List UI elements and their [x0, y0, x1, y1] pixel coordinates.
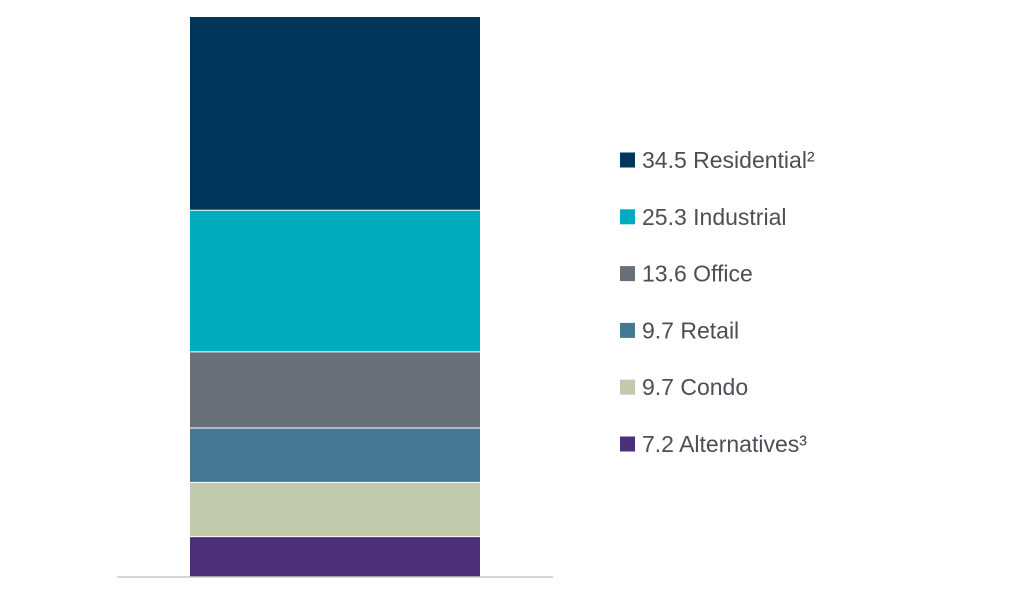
- legend-swatch-retail: [620, 322, 635, 338]
- legend-swatch-residential: [620, 152, 635, 168]
- legend-label-residential: 34.5 Residential²: [642, 147, 815, 173]
- bar-segment-retail: [190, 428, 480, 483]
- bar-segment-residential: [190, 17, 480, 211]
- legend-swatch-condo: [620, 379, 635, 395]
- stacked-bar: [190, 17, 480, 577]
- bar-segment-condo: [190, 482, 480, 537]
- legend-label-office: 13.6 Office: [642, 261, 753, 287]
- bar-segment-alternatives: [190, 536, 480, 577]
- legend-label-industrial: 25.3 Industrial: [642, 204, 786, 230]
- bar-segment-office: [190, 351, 480, 429]
- legend: 34.5 Residential² 25.3 Industrial 13.6 Off…: [620, 147, 815, 457]
- legend-label-alternatives: 7.2 Alternatives³: [642, 431, 807, 457]
- legend-swatch-office: [620, 266, 635, 282]
- legend-swatch-industrial: [620, 209, 635, 225]
- bar-segment-industrial: [190, 210, 480, 352]
- legend-swatch-alternatives: [620, 436, 635, 452]
- legend-label-condo: 9.7 Condo: [642, 374, 748, 400]
- legend-label-retail: 9.7 Retail: [642, 317, 739, 343]
